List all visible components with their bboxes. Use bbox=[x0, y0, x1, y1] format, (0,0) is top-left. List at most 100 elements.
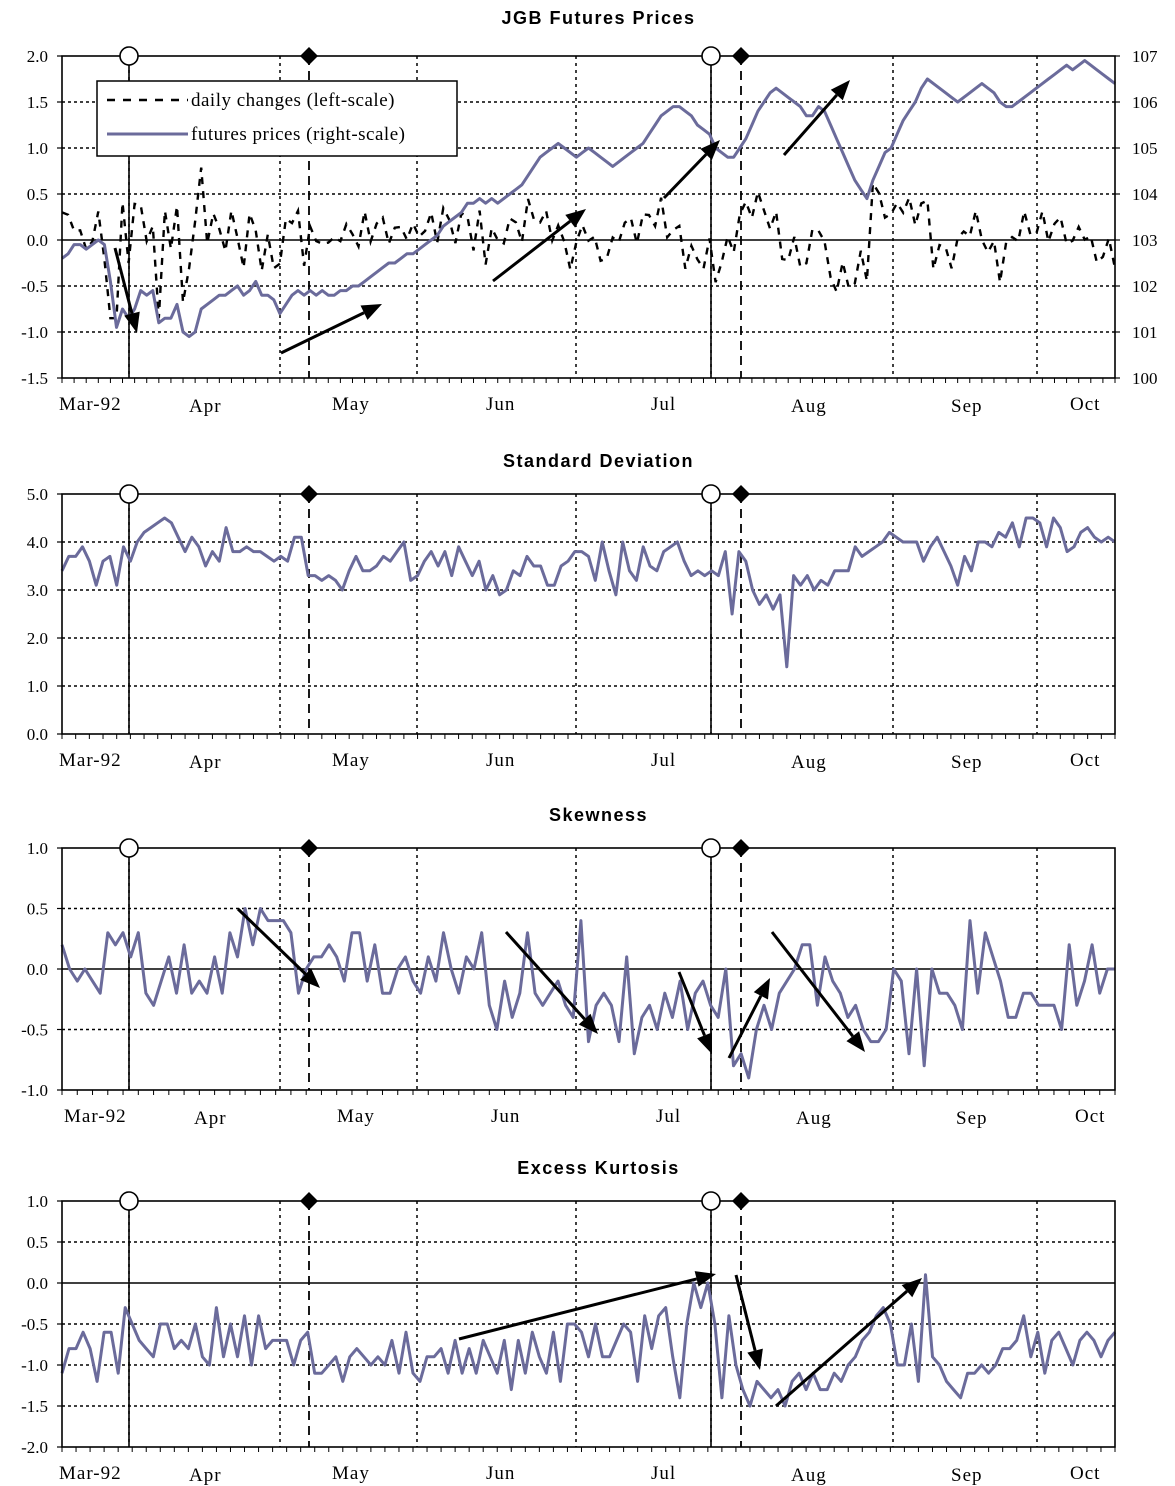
y2-tick-label: 102 bbox=[1132, 277, 1158, 296]
plot-frame bbox=[61, 1200, 1116, 1448]
trend-arrow-shaft bbox=[280, 311, 365, 355]
y-tick-label: 0.5 bbox=[27, 900, 48, 919]
month-label: Mar-92 bbox=[64, 1106, 127, 1127]
series-line bbox=[60, 907, 1115, 1080]
month-label: May bbox=[332, 750, 370, 771]
trend-arrow-shaft bbox=[677, 971, 706, 1037]
month-label: Aug bbox=[791, 752, 827, 773]
legend-box bbox=[96, 80, 458, 157]
y2-tick-label: 107 bbox=[1132, 47, 1158, 66]
trend-arrow-shaft bbox=[775, 1290, 908, 1408]
event-marker-circle bbox=[119, 838, 139, 858]
y-tick-label: 0.5 bbox=[27, 1233, 48, 1252]
daily-changes-line bbox=[61, 167, 1117, 320]
panel-skewness: Skewness -1.0 -0.5 0.0 0.5 1.0 Mar-92 Apr May Jun… bbox=[21, 805, 1116, 1129]
y-tick-label: 0.0 bbox=[27, 960, 48, 979]
event-marker-diamond bbox=[300, 47, 318, 65]
event-marker-diamond bbox=[732, 1192, 750, 1210]
trend-arrow-head bbox=[753, 978, 770, 1000]
trend-arrow-head bbox=[700, 140, 720, 160]
y-tick-label: -0.5 bbox=[21, 1315, 48, 1334]
trend-arrow-head bbox=[578, 1013, 598, 1034]
month-label: Sep bbox=[951, 752, 983, 773]
y2-tick-label: 106 bbox=[1132, 93, 1158, 112]
event-marker-circle bbox=[119, 484, 139, 504]
trend-arrow-head bbox=[300, 968, 320, 988]
trend-arrow-head bbox=[901, 1278, 922, 1298]
month-label: Mar-92 bbox=[59, 750, 122, 771]
month-label: Oct bbox=[1075, 1106, 1105, 1127]
y-tick-label: 0.0 bbox=[27, 1274, 48, 1293]
legend: daily changes (left-scale) futures prices… bbox=[96, 80, 458, 157]
y-tick-label: 4.0 bbox=[27, 533, 48, 552]
y-tick-label: 1.0 bbox=[27, 677, 48, 696]
legend-label-futures: futures prices (right-scale) bbox=[191, 124, 405, 145]
month-label: Jun bbox=[486, 750, 515, 771]
plot-frame bbox=[61, 847, 1116, 1091]
trend-arrow-head bbox=[747, 1348, 763, 1370]
trend-arrow-head bbox=[830, 80, 850, 101]
event-marker-circle bbox=[701, 46, 721, 66]
month-label: Jun bbox=[491, 1106, 520, 1127]
y2-tick-label: 101 bbox=[1132, 323, 1158, 342]
trend-arrow-shaft bbox=[492, 220, 572, 283]
month-label: Aug bbox=[791, 1465, 827, 1486]
y2-tick-label: 104 bbox=[1132, 185, 1158, 204]
y-tick-label: 2.0 bbox=[27, 47, 48, 66]
trend-arrow-head bbox=[360, 304, 382, 320]
trend-arrow-shaft bbox=[770, 931, 854, 1038]
trend-arrow-shaft bbox=[504, 930, 586, 1021]
legend-label-daily: daily changes (left-scale) bbox=[191, 90, 395, 111]
trend-arrow-head bbox=[697, 1032, 712, 1054]
y-tick-label: -1.5 bbox=[21, 369, 48, 388]
y-tick-label: -1.5 bbox=[21, 1397, 48, 1416]
chart-title: Excess Kurtosis bbox=[517, 1158, 680, 1178]
y2-tick-label: 103 bbox=[1132, 231, 1158, 250]
event-marker-circle bbox=[701, 1191, 721, 1211]
plot-frame bbox=[61, 55, 1116, 379]
y-tick-label: -1.0 bbox=[21, 1081, 48, 1100]
y-tick-label: 0.5 bbox=[27, 185, 48, 204]
event-marker-circle bbox=[119, 46, 139, 66]
month-label: Apr bbox=[189, 396, 222, 417]
month-label: May bbox=[332, 1463, 370, 1484]
month-label: Apr bbox=[189, 752, 222, 773]
y-tick-label: 5.0 bbox=[27, 485, 48, 504]
y-tick-label: -1.0 bbox=[21, 1356, 48, 1375]
chart-title: Skewness bbox=[549, 805, 648, 825]
y2-tick-label: 100 bbox=[1132, 369, 1158, 388]
y-tick-label: 1.0 bbox=[27, 139, 48, 158]
y-tick-label: 1.0 bbox=[27, 839, 48, 858]
month-label: May bbox=[332, 394, 370, 415]
month-label: Aug bbox=[791, 396, 827, 417]
y-tick-label: 1.0 bbox=[27, 1192, 48, 1211]
month-label: Jun bbox=[486, 394, 515, 415]
month-label: Oct bbox=[1070, 1463, 1100, 1484]
series-line bbox=[60, 1273, 1117, 1408]
y-tick-label: -1.0 bbox=[21, 323, 48, 342]
month-label: Sep bbox=[951, 396, 983, 417]
month-label: Sep bbox=[951, 1465, 983, 1486]
month-label: Jul bbox=[651, 750, 676, 771]
series-line bbox=[60, 516, 1116, 669]
trend-arrow-shaft bbox=[113, 247, 134, 315]
trend-arrow-head bbox=[565, 209, 586, 228]
month-label: Oct bbox=[1070, 394, 1100, 415]
event-marker-diamond bbox=[732, 839, 750, 857]
y-tick-label: 2.0 bbox=[27, 629, 48, 648]
month-label: Aug bbox=[796, 1108, 832, 1129]
y2-tick-label: 105 bbox=[1132, 139, 1158, 158]
month-label: Mar-92 bbox=[59, 1463, 122, 1484]
panel-standard-deviation: Standard Deviation 0.0 1.0 2.0 3.0 4.0 5.0 Mar-… bbox=[27, 451, 1116, 773]
event-marker-diamond bbox=[732, 47, 750, 65]
trend-arrow-head bbox=[124, 311, 140, 333]
month-label: Apr bbox=[194, 1108, 227, 1129]
event-marker-circle bbox=[701, 838, 721, 858]
series-line bbox=[61, 59, 1116, 339]
event-marker-diamond bbox=[300, 839, 318, 857]
month-label: Jul bbox=[656, 1106, 681, 1127]
month-label: Oct bbox=[1070, 750, 1100, 771]
chart-title: Standard Deviation bbox=[503, 451, 694, 471]
month-label: Jun bbox=[486, 1463, 515, 1484]
